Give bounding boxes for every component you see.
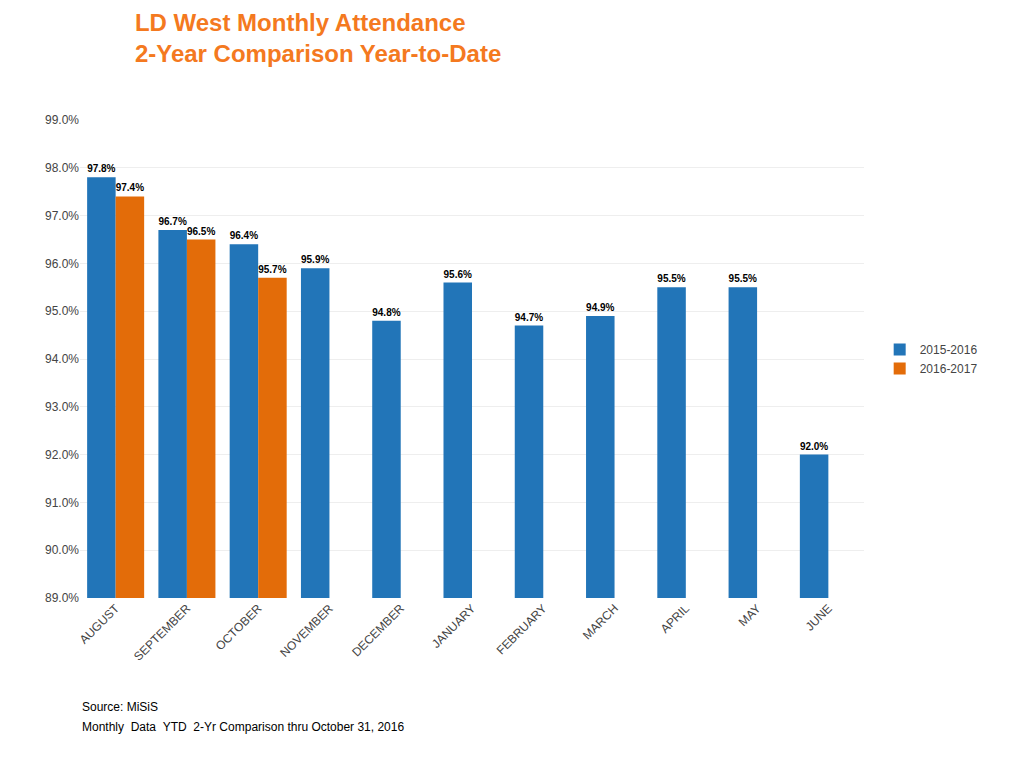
svg-text:96.7%: 96.7% xyxy=(158,216,186,227)
svg-text:DECEMBER: DECEMBER xyxy=(349,601,407,659)
svg-text:NOVEMBER: NOVEMBER xyxy=(277,601,336,660)
svg-text:93.0%: 93.0% xyxy=(45,400,79,414)
svg-text:97.4%: 97.4% xyxy=(116,182,144,193)
svg-text:Monthly Data YTD 2-Yr Compa: Monthly Data YTD 2-Yr Comparison thru Oc… xyxy=(82,720,404,734)
svg-text:96.4%: 96.4% xyxy=(230,230,258,241)
svg-text:JANUARY: JANUARY xyxy=(429,601,478,650)
svg-text:FEBRUARY: FEBRUARY xyxy=(494,601,550,657)
svg-text:94.7%: 94.7% xyxy=(515,312,543,323)
svg-text:89.0%: 89.0% xyxy=(45,591,79,605)
svg-text:MAY: MAY xyxy=(736,601,764,629)
svg-text:94.8%: 94.8% xyxy=(372,307,400,318)
svg-text:Source: MiSiS: Source: MiSiS xyxy=(82,700,158,714)
svg-text:2016-2017: 2016-2017 xyxy=(920,362,978,376)
svg-text:94.0%: 94.0% xyxy=(45,352,79,366)
svg-text:94.9%: 94.9% xyxy=(586,302,614,313)
svg-text:97.8%: 97.8% xyxy=(87,163,115,174)
svg-text:95.9%: 95.9% xyxy=(301,254,329,265)
svg-text:95.5%: 95.5% xyxy=(657,273,685,284)
svg-text:95.7%: 95.7% xyxy=(258,264,286,275)
svg-text:AUGUST: AUGUST xyxy=(77,601,123,647)
svg-text:96.0%: 96.0% xyxy=(45,257,79,271)
svg-text:MARCH: MARCH xyxy=(580,601,621,642)
svg-text:97.0%: 97.0% xyxy=(45,209,79,223)
svg-text:96.5%: 96.5% xyxy=(187,226,215,237)
svg-text:2015-2016: 2015-2016 xyxy=(920,343,978,357)
svg-text:90.0%: 90.0% xyxy=(45,543,79,557)
svg-text:APRIL: APRIL xyxy=(658,601,693,636)
svg-text:95.0%: 95.0% xyxy=(45,304,79,318)
svg-text:SEPTEMBER: SEPTEMBER xyxy=(131,601,193,663)
svg-text:95.6%: 95.6% xyxy=(444,269,472,280)
svg-text:91.0%: 91.0% xyxy=(45,496,79,510)
svg-text:99.0%: 99.0% xyxy=(45,113,79,127)
svg-text:LD West Monthly Attendance2-Ye: LD West Monthly Attendance2-Year Compari… xyxy=(135,9,501,67)
svg-text:92.0%: 92.0% xyxy=(800,441,828,452)
svg-text:95.5%: 95.5% xyxy=(729,273,757,284)
svg-text:98.0%: 98.0% xyxy=(45,161,79,175)
svg-text:OCTOBER: OCTOBER xyxy=(213,601,265,653)
svg-text:JUNE: JUNE xyxy=(803,601,835,633)
svg-text:92.0%: 92.0% xyxy=(45,448,79,462)
